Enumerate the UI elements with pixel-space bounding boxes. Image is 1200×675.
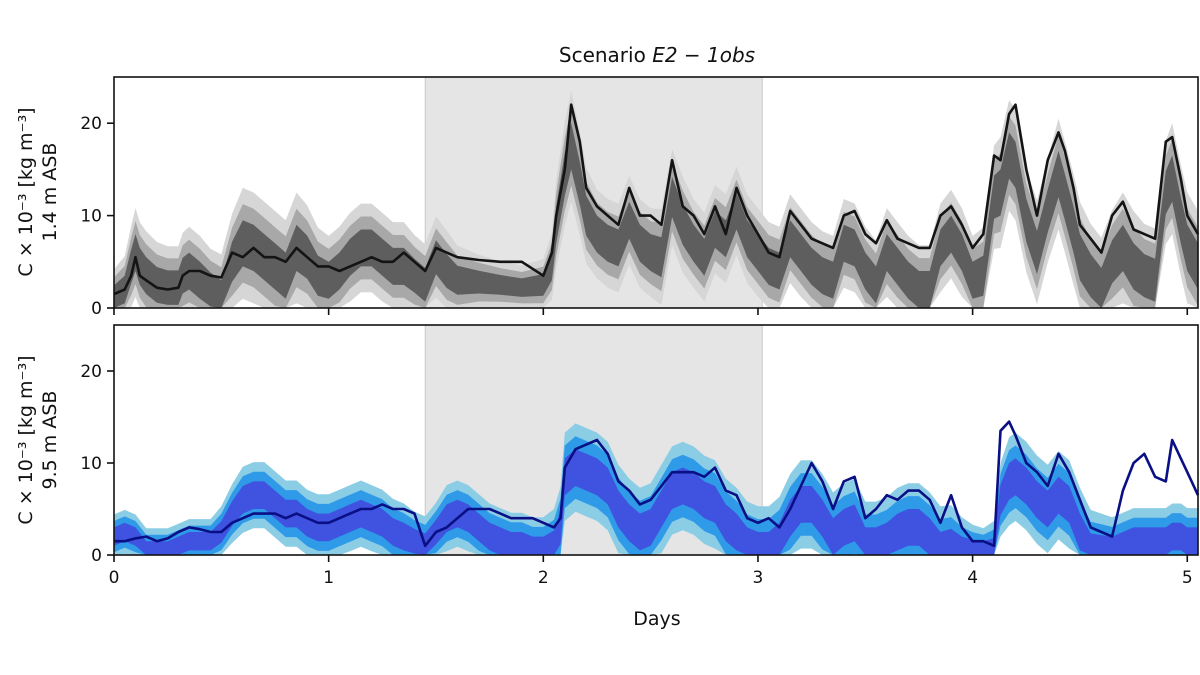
x-tick-label: 4 xyxy=(967,568,978,588)
x-tick-label: 3 xyxy=(753,568,764,588)
y-tick-label: 20 xyxy=(80,114,102,134)
band-inner xyxy=(114,449,1198,555)
y-tick-label: 10 xyxy=(80,207,102,227)
y-tick-label: 0 xyxy=(91,299,102,319)
top-y-axis-label: C × 10⁻³ [kg m⁻³] 1.4 m ASB xyxy=(15,107,61,276)
y-axis-label-line2: 9.5 m ASB xyxy=(39,391,61,490)
y-axis-label-line2: 1.4 m ASB xyxy=(39,143,61,242)
plot-frame xyxy=(113,324,1199,556)
chart-title: Scenario E2 − 1obs xyxy=(559,43,755,67)
x-tick-label: 1 xyxy=(323,568,334,588)
y-tick-label: 10 xyxy=(80,454,102,474)
y-axis-label-line1: C × 10⁻³ [kg m⁻³] xyxy=(15,107,37,276)
top-panel: 0 10 20 xyxy=(80,76,1200,319)
y-tick-label: 0 xyxy=(91,546,102,566)
bottom-y-axis-label: C × 10⁻³ [kg m⁻³] 9.5 m ASB xyxy=(15,355,61,524)
bottom-panel: 0 10 20 0 1 2 3 4 5 xyxy=(80,324,1200,588)
x-axis-label: Days xyxy=(633,608,680,630)
y-tick-label: 20 xyxy=(80,362,102,382)
plot-frame xyxy=(113,76,1199,309)
x-tick-label: 2 xyxy=(538,568,549,588)
x-tick-label: 0 xyxy=(109,568,120,588)
observed-series-line xyxy=(113,103,1200,296)
x-tick-label: 5 xyxy=(1182,568,1193,588)
y-axis-label-line1: C × 10⁻³ [kg m⁻³] xyxy=(15,355,37,524)
observed-series-line xyxy=(114,420,1200,548)
